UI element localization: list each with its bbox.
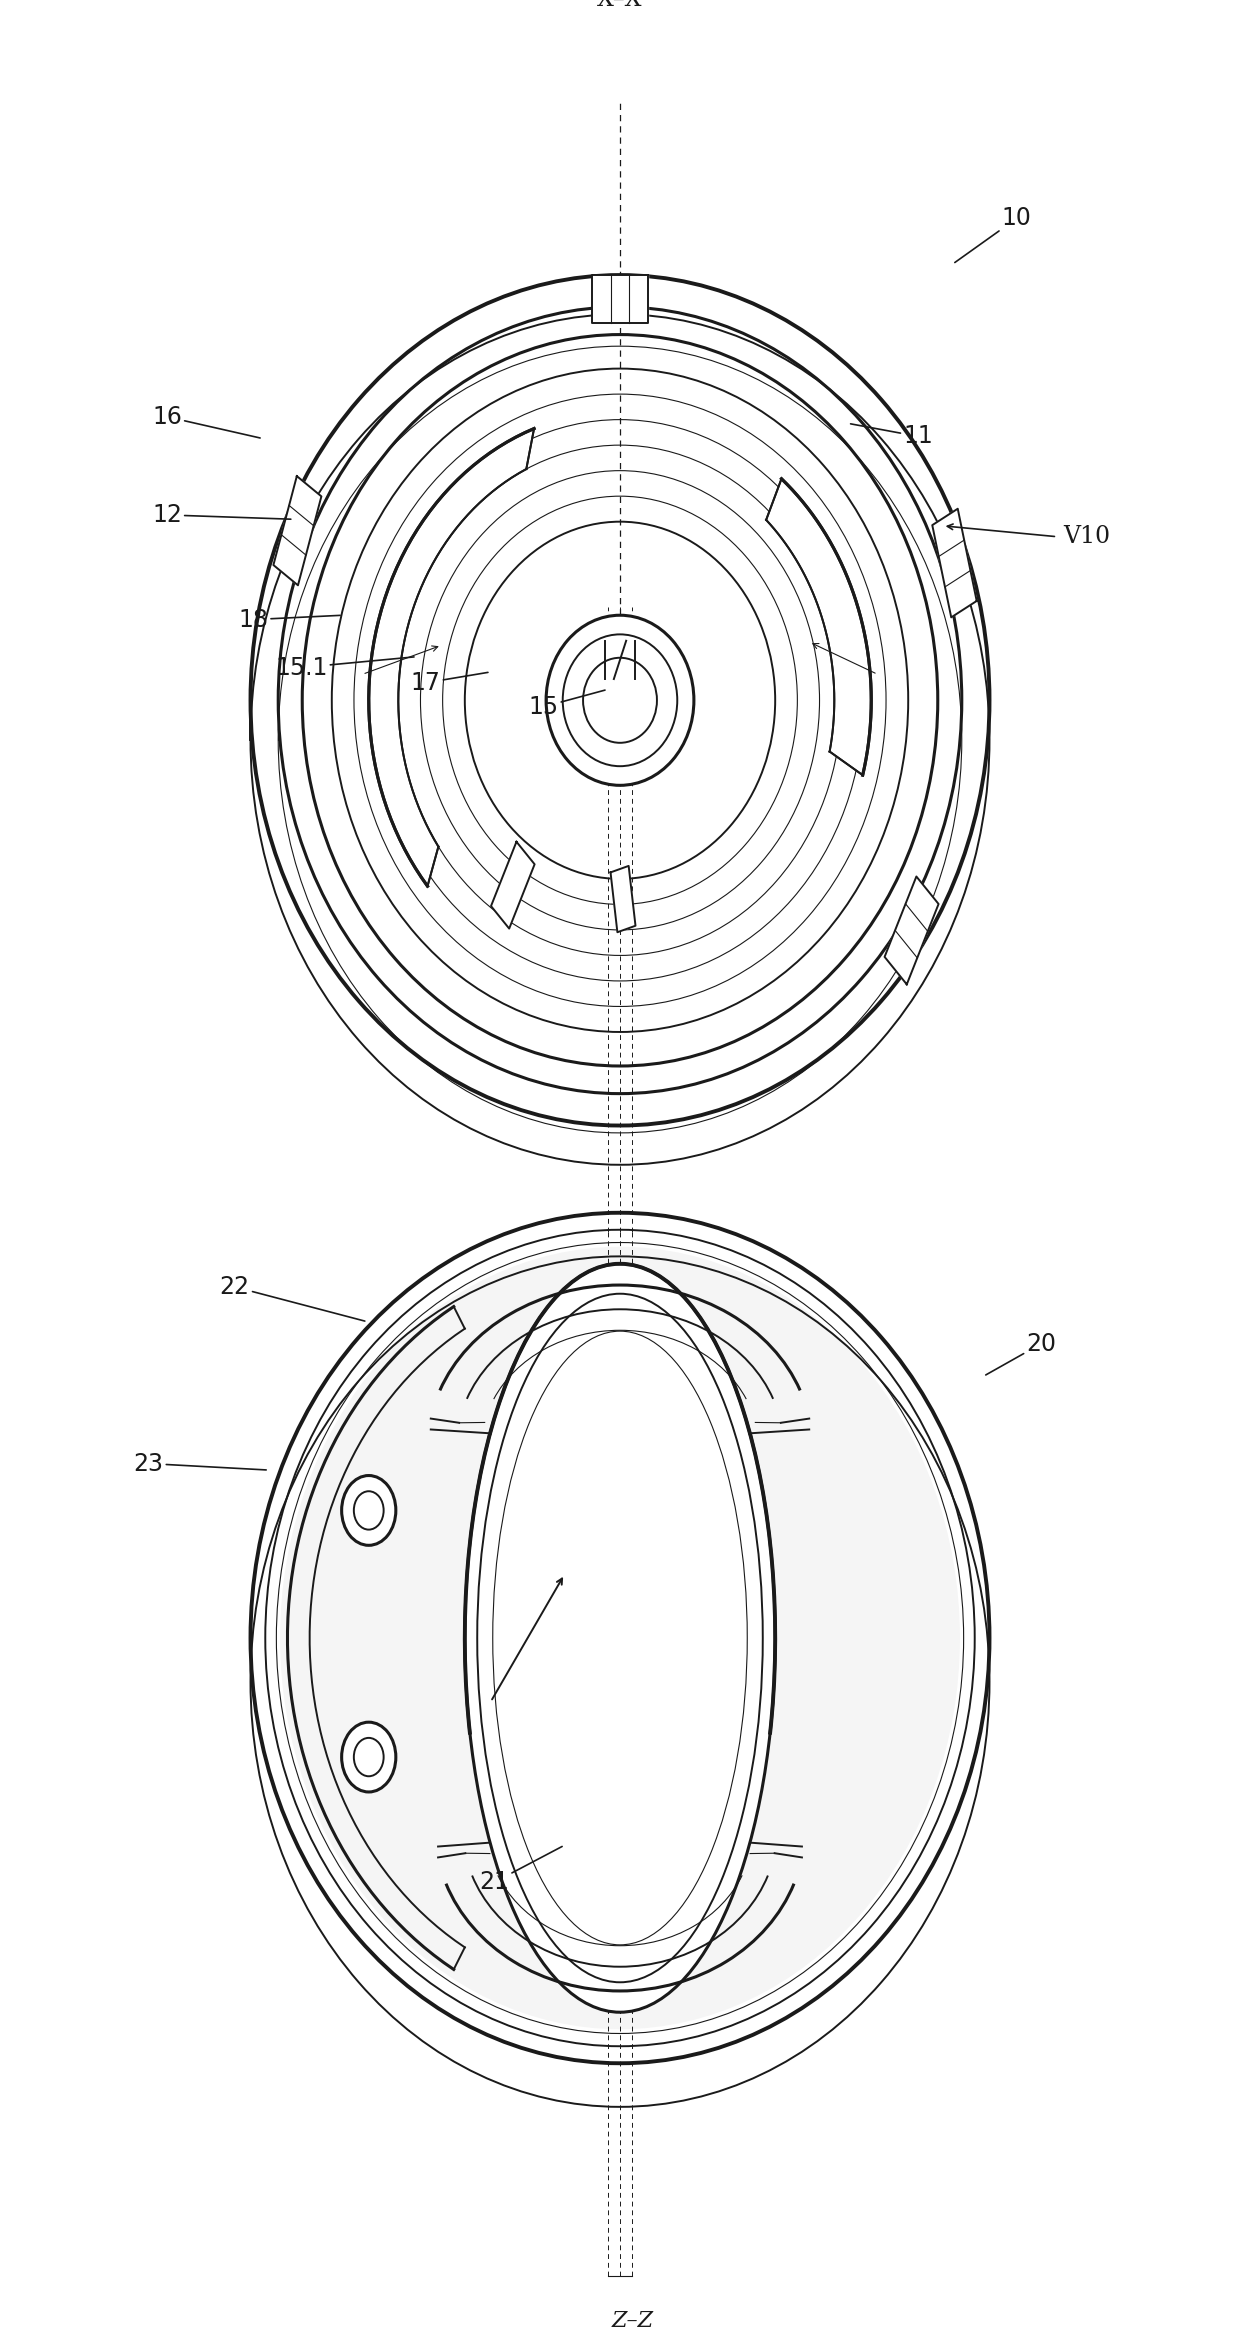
Text: 11: 11	[851, 424, 932, 448]
Polygon shape	[273, 476, 321, 585]
Text: 20: 20	[986, 1331, 1056, 1375]
Text: 10: 10	[955, 207, 1032, 263]
Ellipse shape	[583, 657, 657, 744]
Polygon shape	[491, 841, 534, 928]
Ellipse shape	[353, 1739, 383, 1776]
Ellipse shape	[280, 1247, 960, 2030]
Ellipse shape	[342, 1723, 396, 1793]
Polygon shape	[766, 478, 872, 776]
Polygon shape	[593, 275, 647, 324]
Text: Z–Z: Z–Z	[611, 2310, 653, 2331]
Text: 16: 16	[153, 406, 260, 438]
Text: 23: 23	[134, 1452, 267, 1476]
Text: X–X: X–X	[598, 0, 642, 12]
Polygon shape	[932, 508, 977, 618]
Ellipse shape	[465, 1263, 775, 2012]
Polygon shape	[368, 429, 534, 886]
Text: 15.1: 15.1	[275, 655, 414, 681]
Text: 18: 18	[238, 608, 340, 632]
Ellipse shape	[342, 1476, 396, 1545]
Text: 15: 15	[528, 690, 605, 718]
Text: V10: V10	[1064, 524, 1111, 548]
Text: 21: 21	[480, 1846, 562, 1895]
Ellipse shape	[546, 615, 694, 786]
Text: 17: 17	[410, 671, 487, 695]
Polygon shape	[884, 876, 939, 984]
Ellipse shape	[353, 1492, 383, 1529]
Polygon shape	[610, 865, 635, 932]
Text: 12: 12	[153, 503, 291, 527]
Text: 22: 22	[219, 1275, 365, 1322]
